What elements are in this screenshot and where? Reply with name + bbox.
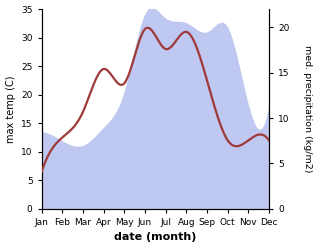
Y-axis label: med. precipitation (kg/m2): med. precipitation (kg/m2) [303,45,313,173]
Y-axis label: max temp (C): max temp (C) [5,75,16,143]
X-axis label: date (month): date (month) [114,232,197,243]
